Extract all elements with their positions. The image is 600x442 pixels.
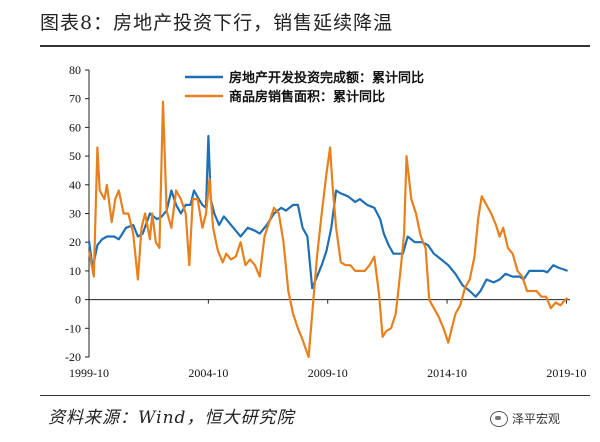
title-rule xyxy=(40,45,590,47)
x-tick-label: 2004-10 xyxy=(188,366,228,380)
x-tick-label: 2014-10 xyxy=(427,366,467,380)
y-tick-label: 10 xyxy=(69,264,81,278)
watermark-text: 泽平宏观 xyxy=(512,412,561,426)
wechat-icon xyxy=(490,410,508,427)
source-note: 资料来源：Wind，恒大研究院 xyxy=(48,408,295,428)
y-tick-label: 40 xyxy=(69,178,81,192)
x-tick-label: 2009-10 xyxy=(308,366,348,380)
x-tick-label: 2019-10 xyxy=(546,366,586,380)
y-tick-label: 80 xyxy=(69,63,81,77)
y-tick-label: 60 xyxy=(69,120,81,134)
legend-label-1: 房地产开发投资完成额：累计同比 xyxy=(229,70,424,85)
y-tick-label: -20 xyxy=(65,350,81,364)
y-tick-label: 0 xyxy=(75,293,81,307)
series-line-2 xyxy=(87,100,569,359)
watermark: 泽平宏观 xyxy=(490,410,560,427)
y-tick-label: -10 xyxy=(65,321,81,335)
chart-series xyxy=(87,100,569,359)
series-line-1 xyxy=(87,134,568,298)
chart-ticks: 80 70 60 50 40 30 20 10 0 -10 -20 1999-10 2004-10 200… xyxy=(65,63,586,380)
y-tick-label: 30 xyxy=(69,207,81,221)
y-tick-label: 70 xyxy=(69,92,81,106)
y-tick-label: 20 xyxy=(69,235,81,249)
y-tick-label: 50 xyxy=(69,149,81,163)
legend-label-2: 商品房销售面积：累计同比 xyxy=(229,89,385,104)
figure-title: 图表8：房地产投资下行，销售延续降温 xyxy=(40,12,394,34)
source-rule xyxy=(40,395,590,396)
x-tick-label: 1999-10 xyxy=(69,366,109,380)
